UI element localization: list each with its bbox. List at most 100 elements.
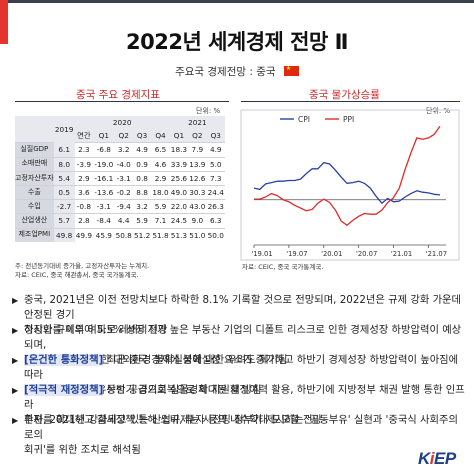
bullet-line: 정상화를 이루어 5.5% 성장 전망 (24, 324, 168, 336)
bullet-line: 최근 중국 경제에 불확실성 요소가 증가하고 하반기 경제성장 하방압력이 높… (24, 354, 459, 381)
indicator-table: 2019 2020 2021 연간 Q1 Q2 Q3 Q4 Q1 Q2 Q3 실… (15, 116, 225, 242)
table-cell: 49.8 (53, 228, 75, 242)
left-panel-source: 주: 전년동기대비 증가율, 고정자산투자는 누계치. 자료: CEIC, 중국… (15, 262, 149, 280)
series-line-cpi (253, 161, 441, 204)
table-cell: -13.6 (93, 185, 115, 201)
table-cell: 6.5 (151, 142, 170, 158)
left-panel-title: 중국 주요 경제지표 (76, 89, 160, 101)
table-cell: -3.9 (74, 157, 94, 172)
table-cell: 22.0 (169, 199, 189, 215)
table-cell: 49.9 (75, 230, 93, 240)
col-header: Q3 (206, 129, 225, 144)
table-cell: 45.9 (95, 230, 112, 240)
table-cell: -6.8 (93, 142, 115, 158)
row-label: 실질GDP (15, 142, 54, 158)
table-cell: 51.3 (170, 230, 188, 240)
table-cell: -16.1 (93, 171, 115, 186)
x-tick-label: '19.01 (251, 250, 272, 258)
table-cell: 7.9 (188, 142, 207, 158)
table-cell: -3.1 (114, 171, 133, 186)
table-cell: 5.9 (132, 213, 152, 229)
row-label: 산업생산 (15, 213, 54, 229)
row-label: 소매판매 (15, 157, 54, 172)
row-label: 수출 (15, 185, 54, 201)
table-cell: 4.4 (114, 213, 133, 229)
source-note: 주: 전년동기대비 증가율, 고정자산투자는 누계치. (15, 262, 150, 270)
table-cell: 0.8 (132, 171, 152, 186)
bullet-arrow-icon: ▶ (12, 356, 19, 365)
table-row: 고정자산투자 5.4 2.9 -16.1 -3.1 0.8 2.9 25.6 12.6 7.3 (15, 171, 225, 186)
col-header: Q2 (188, 129, 207, 144)
table-cell: 51.0 (189, 230, 206, 240)
table-row: 소매판매 8.0 -3.9 -19.0 -4.0 0.9 4.6 33.9 13.9 5.0 (15, 157, 225, 172)
red-tag (0, 0, 8, 44)
table-cell: 4.9 (132, 142, 152, 158)
x-tick-label: '21.01 (391, 250, 412, 258)
table-cell: 8.8 (132, 185, 152, 201)
table-cell: 12.6 (188, 171, 207, 186)
col-header: Q3 (132, 129, 152, 144)
table-cell: 2.8 (74, 213, 94, 229)
table-cell: 25.6 (169, 171, 189, 186)
bullet-line: 회귀'를 위한 조치로 해석됨 (24, 444, 141, 456)
table-cell: 7.1 (151, 213, 170, 229)
right-panel-unit: 단위: % (426, 107, 451, 115)
x-tick-label: '19.07 (286, 250, 307, 258)
table-header-years: 2019 2020 2021 (15, 116, 225, 143)
table-cell: -2.7 (53, 199, 75, 215)
bullet-highlight: [온건한 통화정책] (24, 354, 104, 366)
table-cell: -9.4 (114, 199, 133, 215)
table-cell: 51.2 (133, 230, 151, 240)
x-tick-label: '20.01 (321, 250, 342, 258)
bullet-line: 한편, 2021년 강화되고 있는 산업규제는 시진핑 정부가 제시하는 '공동… (24, 414, 458, 441)
page-title: 2022년 세계경제 전망 Ⅱ (126, 30, 348, 54)
table-cell: 50.8 (115, 230, 132, 240)
year-2021: 2021 (169, 116, 225, 130)
table-cell: 5.0 (206, 157, 225, 172)
table-cell: 5.4 (53, 171, 75, 186)
col-header: Q1 (169, 129, 189, 144)
year-2020: 2020 (74, 116, 170, 130)
col-header: 연간 (74, 129, 94, 144)
table-cell: 18.0 (151, 185, 170, 201)
bullet-line: 투자를 확대하고 감세정책 통해 소비, 투자 등의 내수확대 도모할 전망 (24, 414, 322, 426)
bullet-arrow-icon: ▶ (12, 296, 19, 305)
legend-label: CPI (298, 115, 310, 124)
table-row: 수출 0.5 3.6 -13.6 -0.2 8.8 18.0 49.0 30.3 24.4 (15, 185, 225, 201)
table-cell: 5.9 (151, 199, 170, 215)
x-tick-label: '21.07 (426, 250, 447, 258)
table-cell: -19.0 (93, 157, 115, 172)
table-row: 실질GDP 6.1 2.3 -6.8 3.2 4.9 6.5 18.3 7.9 4.9 (15, 142, 225, 158)
table-cell: 2.3 (74, 142, 94, 158)
china-flag-icon: ★ (283, 66, 299, 76)
table-cell: 4.9 (206, 142, 225, 158)
page-subtitle: 주요국 경제전망 : 중국 ★ (0, 64, 474, 79)
year-2019: 2019 (53, 116, 75, 143)
series-line-ppi (254, 125, 441, 226)
table-cell: 13.9 (188, 157, 207, 172)
x-tick-label: '20.07 (356, 250, 377, 258)
bullet-arrow-icon: ▶ (12, 416, 19, 425)
table-cell: -4.0 (114, 157, 133, 172)
row-label: 제조업PMI (15, 228, 54, 242)
table-cell: 9.0 (188, 213, 207, 229)
right-panel-rule (241, 101, 460, 103)
table-cell: 51.8 (152, 230, 169, 240)
table-cell: 3.2 (132, 199, 152, 215)
table-cell: 0.9 (132, 157, 152, 172)
inflation-chart: '19.01 '19.07 '20.01 '20.07 '21.01 '21.07 CPI P… (240, 109, 460, 261)
right-panel-title: 중국 물가상승률 (309, 89, 380, 101)
bullet-line: 상반기 경기회복으로 확대된 재정여력 활용, 하반기에 지방정부 채권 발행 … (24, 384, 465, 411)
top-rule (0, 0, 474, 3)
table-cell: 2.9 (151, 171, 170, 186)
table-cell: 33.9 (169, 157, 189, 172)
table-cell: 49.0 (169, 185, 189, 201)
table-cell: 30.3 (188, 185, 207, 201)
table-cell: 24.5 (169, 213, 189, 229)
table-cell: 6.1 (53, 142, 75, 158)
chart-frame (240, 109, 460, 261)
table-cell: -8.4 (93, 213, 115, 229)
bullet-arrow-icon: ▶ (12, 326, 19, 335)
table-cell: 5.7 (53, 213, 75, 229)
table-cell: 43.0 (188, 199, 207, 215)
